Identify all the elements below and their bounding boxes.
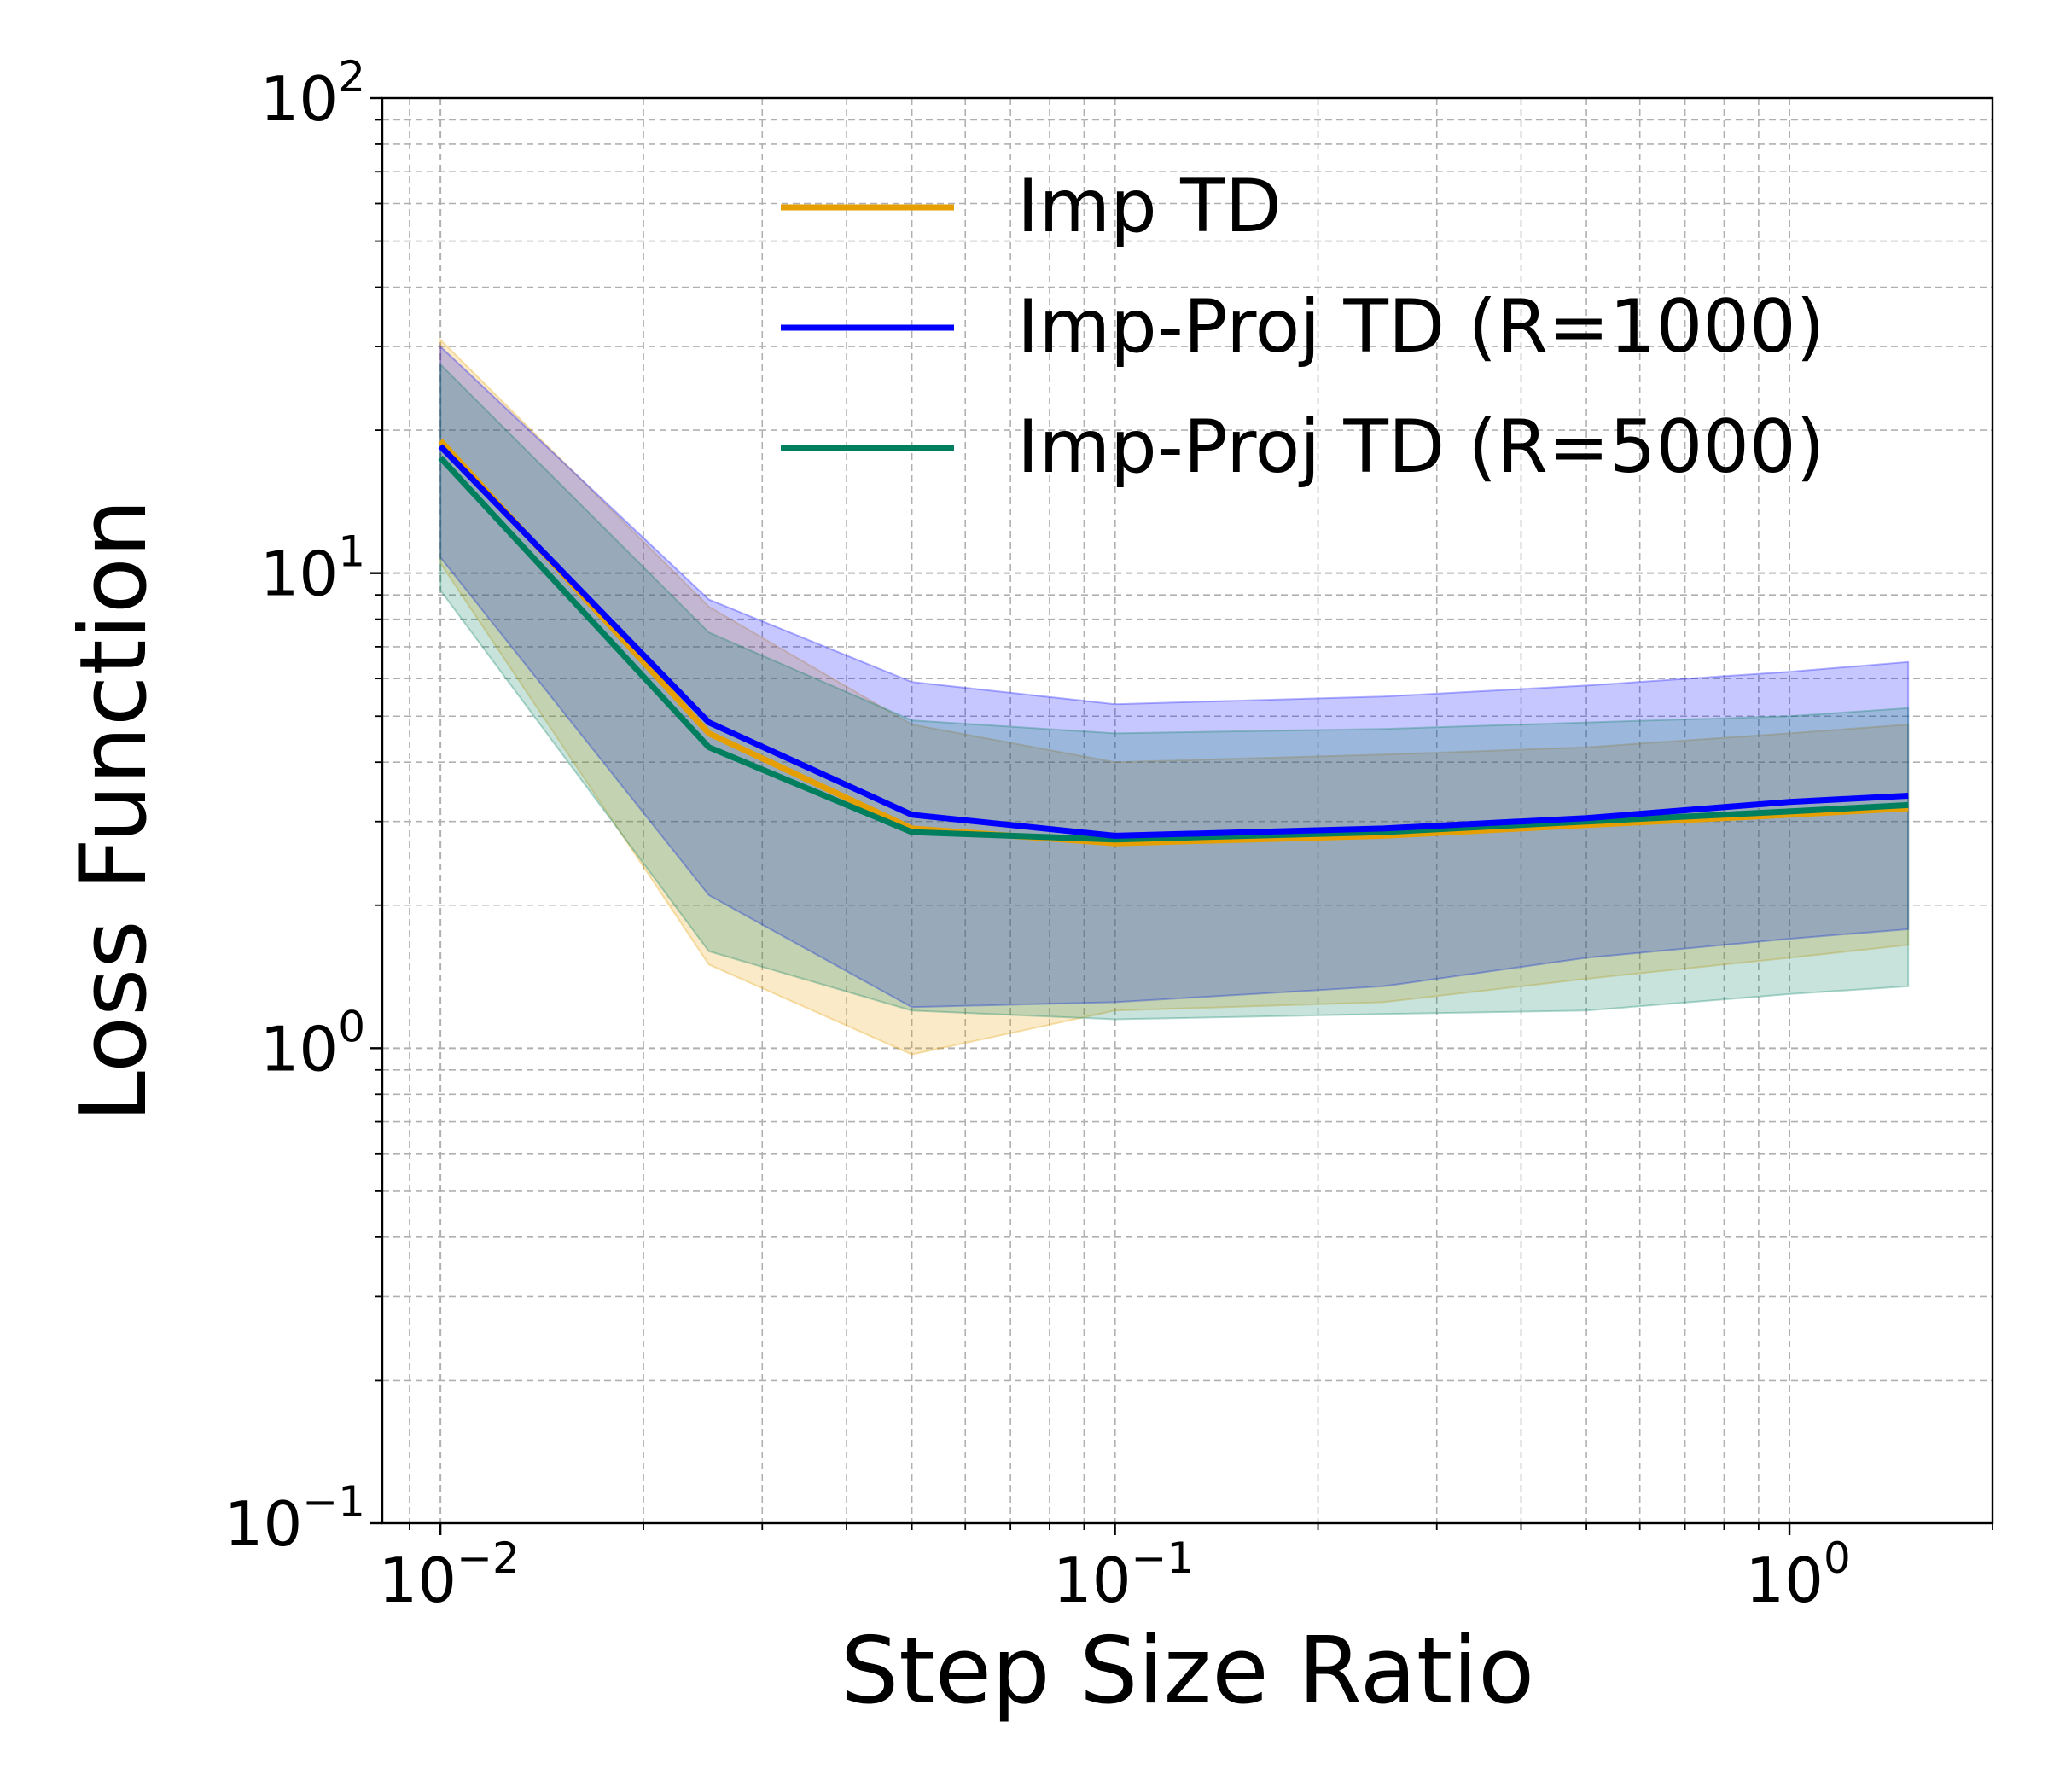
axis-ticks xyxy=(370,96,1993,1535)
plot-frame xyxy=(381,96,1994,1525)
y-axis-label: Loss Function xyxy=(61,499,167,1123)
confidence-band-2 xyxy=(439,362,1910,1021)
series-line-1 xyxy=(438,444,1909,839)
x-tick-label: 10−1 xyxy=(1053,1533,1194,1616)
confidence-band-0 xyxy=(439,337,1910,1056)
series-line-0 xyxy=(438,439,1909,847)
x-axis-label: Step Size Ratio xyxy=(841,1618,1535,1725)
y-tick-label: 102 xyxy=(260,52,365,135)
series-lines xyxy=(438,439,1909,847)
x-tick-label: 10−2 xyxy=(378,1533,519,1616)
confidence-band-1 xyxy=(439,344,1910,1009)
confidence-bands xyxy=(439,337,1910,1056)
grid xyxy=(382,97,1993,1524)
legend-label: Imp-Proj TD (R=5000) xyxy=(1017,404,1824,490)
x-tick-label: 100 xyxy=(1745,1533,1850,1616)
series-line-2 xyxy=(438,456,1909,843)
y-tick-label: 101 xyxy=(260,527,365,610)
y-tick-label: 100 xyxy=(260,1002,365,1085)
y-tick-label: 10−1 xyxy=(224,1477,365,1560)
legend: Imp TD Imp-Proj TD (R=1000) Imp-Proj TD (R… xyxy=(781,164,1824,490)
legend-label: Imp TD xyxy=(1017,164,1282,249)
legend-label: Imp-Proj TD (R=1000) xyxy=(1017,284,1824,369)
